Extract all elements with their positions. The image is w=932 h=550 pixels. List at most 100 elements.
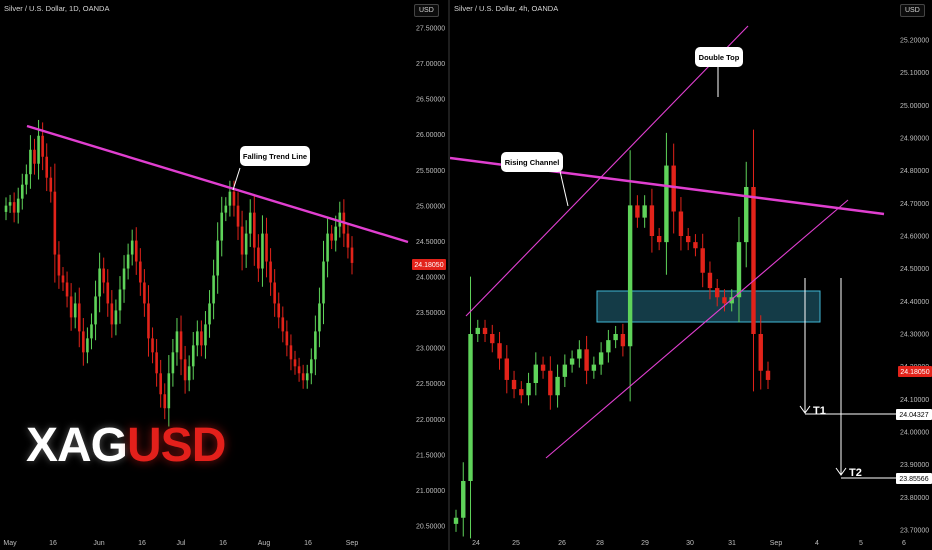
h4-chart-panel[interactable]: T1 T2 25.20000 25.10000 25.00000 24.90000 24… <box>450 0 932 550</box>
candle[interactable] <box>179 315 183 376</box>
candle[interactable] <box>334 215 338 252</box>
candle[interactable] <box>118 276 122 324</box>
candle[interactable] <box>98 252 101 313</box>
candle[interactable] <box>736 216 742 323</box>
candle[interactable] <box>208 290 211 338</box>
candle[interactable] <box>269 248 272 296</box>
panel-divider[interactable] <box>448 0 450 550</box>
h4-symbol-title[interactable]: Silver / U.S. Dollar, 4h, OANDA <box>454 4 559 13</box>
candle[interactable] <box>265 217 268 278</box>
candle[interactable] <box>187 355 191 392</box>
candle[interactable] <box>102 257 105 294</box>
candle[interactable] <box>82 318 85 366</box>
candle[interactable] <box>236 192 240 240</box>
candle[interactable] <box>285 320 289 357</box>
candle[interactable] <box>678 197 684 251</box>
candle[interactable] <box>555 364 560 408</box>
candle[interactable] <box>171 338 175 387</box>
candle[interactable] <box>758 315 763 390</box>
daily-currency-badge[interactable]: USD <box>414 4 439 17</box>
support-zone[interactable] <box>596 290 821 323</box>
candle[interactable] <box>20 173 24 210</box>
candle[interactable] <box>297 357 301 382</box>
h4-chart-canvas[interactable]: T1 T2 25.20000 25.10000 25.00000 24.90000 24… <box>450 0 932 550</box>
candle[interactable] <box>548 356 553 410</box>
candle[interactable] <box>12 192 16 223</box>
daily-chart-canvas[interactable]: 27.50000 27.00000 26.50000 26.00000 25.50000… <box>0 0 448 550</box>
daily-symbol-title[interactable]: Silver / U.S. Dollar, 1D, OANDA <box>4 4 110 13</box>
candle[interactable] <box>163 383 167 420</box>
candle[interactable] <box>293 350 297 375</box>
candle[interactable] <box>29 135 32 189</box>
candle[interactable] <box>497 331 502 370</box>
candle[interactable] <box>591 356 597 379</box>
candle[interactable] <box>322 240 325 325</box>
candle[interactable] <box>8 194 12 213</box>
candle[interactable] <box>33 138 36 175</box>
h4-currency-badge[interactable]: USD <box>900 4 925 17</box>
candle[interactable] <box>453 509 459 532</box>
candle[interactable] <box>301 364 305 389</box>
candle[interactable] <box>244 220 248 268</box>
candle[interactable] <box>273 269 276 317</box>
candle[interactable] <box>656 227 662 251</box>
candle[interactable] <box>57 241 61 289</box>
candle[interactable] <box>224 197 228 222</box>
candle[interactable] <box>73 292 77 329</box>
candle[interactable] <box>248 199 252 247</box>
candle[interactable] <box>228 180 232 217</box>
candle[interactable] <box>191 331 195 380</box>
candle[interactable] <box>77 287 81 348</box>
candle[interactable] <box>200 320 203 357</box>
candle[interactable] <box>613 325 618 349</box>
candle[interactable] <box>155 338 158 387</box>
candle[interactable] <box>693 234 698 257</box>
candle[interactable] <box>126 243 130 280</box>
candle[interactable] <box>114 299 118 336</box>
candle[interactable] <box>482 319 488 343</box>
candle[interactable] <box>326 217 329 278</box>
candle[interactable] <box>526 372 531 406</box>
candle[interactable] <box>562 354 568 388</box>
candle[interactable] <box>305 364 309 389</box>
candle[interactable] <box>65 271 69 308</box>
candle[interactable] <box>627 150 633 402</box>
candle[interactable] <box>685 227 691 251</box>
candle[interactable] <box>314 315 317 376</box>
candle[interactable] <box>139 248 142 296</box>
candle[interactable] <box>642 195 647 228</box>
candle[interactable] <box>729 289 734 312</box>
candle[interactable] <box>122 255 126 303</box>
candle[interactable] <box>86 327 89 364</box>
candle[interactable] <box>261 215 264 287</box>
candle[interactable] <box>277 292 281 329</box>
candle[interactable] <box>504 345 509 394</box>
candle[interactable] <box>69 283 73 331</box>
candle[interactable] <box>722 289 727 312</box>
candle[interactable] <box>110 290 114 338</box>
candle[interactable] <box>533 352 539 396</box>
candle[interactable] <box>490 324 495 353</box>
candle[interactable] <box>635 195 640 228</box>
candle[interactable] <box>106 269 110 317</box>
candle[interactable] <box>338 201 342 238</box>
candle[interactable] <box>49 166 53 203</box>
candle[interactable] <box>765 361 771 390</box>
candle[interactable] <box>289 334 293 371</box>
daily-chart-panel[interactable]: 27.50000 27.00000 26.50000 26.00000 25.50000… <box>0 0 448 550</box>
candle[interactable] <box>167 355 171 427</box>
candle[interactable] <box>16 187 20 224</box>
candle[interactable] <box>751 129 756 392</box>
candle[interactable] <box>475 319 480 343</box>
candle[interactable] <box>700 233 705 288</box>
candle[interactable] <box>25 164 28 195</box>
candle[interactable] <box>346 222 350 259</box>
candle[interactable] <box>143 269 146 317</box>
candle[interactable] <box>671 143 676 234</box>
channel-upper-line[interactable] <box>465 25 749 317</box>
candle[interactable] <box>159 359 162 408</box>
candle[interactable] <box>664 132 669 275</box>
candle[interactable] <box>4 197 8 221</box>
candle[interactable] <box>147 285 150 357</box>
candle[interactable] <box>350 236 354 275</box>
